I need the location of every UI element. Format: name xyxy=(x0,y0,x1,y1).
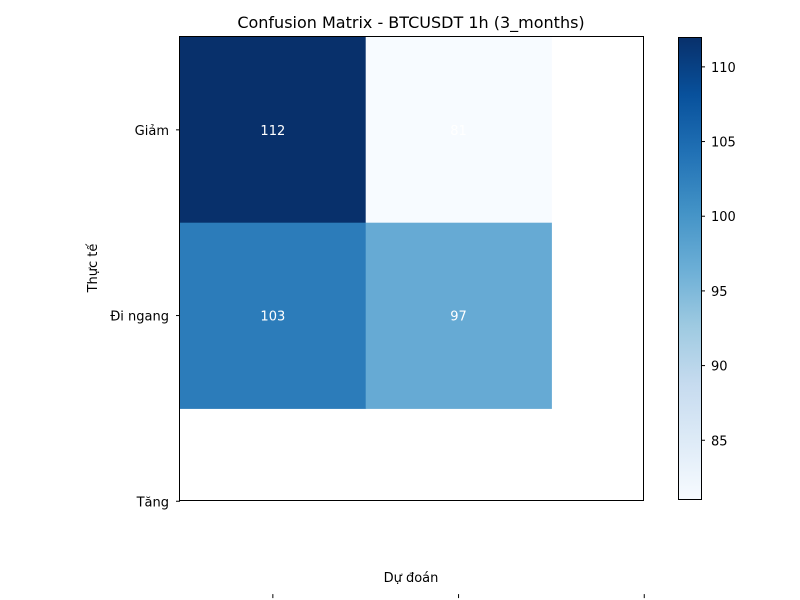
colorbar-tick-label: 110 xyxy=(711,61,736,76)
chart-title: Confusion Matrix - BTCUSDT 1h (3_months) xyxy=(237,13,584,33)
heatmap-cell xyxy=(365,222,552,409)
colorbar-ticks: 85 90 95 100 105 110 xyxy=(701,61,736,449)
colorbar-tick-label: 100 xyxy=(711,210,736,225)
colorbar-tick-label: 85 xyxy=(711,434,728,449)
heatmap-cell xyxy=(365,37,552,224)
y-axis-label: Thực tế xyxy=(86,244,101,294)
x-axis-label: Dự đoán xyxy=(384,571,439,586)
y-tick-label: Tăng xyxy=(136,495,169,510)
colorbar-tick-label: 95 xyxy=(711,285,728,300)
cell-value-label: 97 xyxy=(450,310,467,325)
heatmap-cell xyxy=(180,37,367,224)
heatmap-cells xyxy=(180,37,552,409)
colorbar-tick-label: 90 xyxy=(711,360,728,375)
colorbar-tick-label: 105 xyxy=(711,136,736,151)
y-tick-label: Giảm xyxy=(135,124,169,139)
plot-frame xyxy=(179,36,644,501)
heatmap-cell xyxy=(180,222,367,409)
y-axis-ticks: Giảm Đi ngang Tăng xyxy=(110,124,180,510)
cell-value-label: 103 xyxy=(260,310,285,325)
cell-value-label: 81 xyxy=(450,124,467,139)
colorbar xyxy=(678,37,702,500)
y-tick-label: Đi ngang xyxy=(110,310,169,325)
heatmap-cell-labels: 112 81 103 97 xyxy=(260,124,466,325)
cell-value-label: 112 xyxy=(260,124,285,139)
